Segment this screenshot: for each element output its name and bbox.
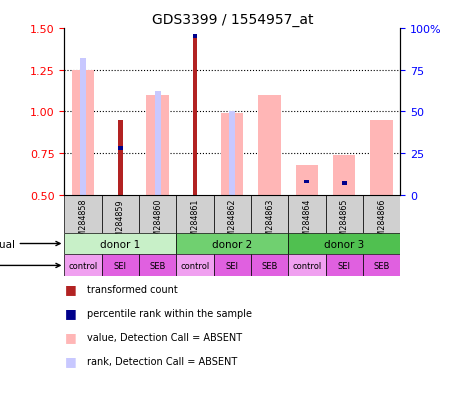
Text: ■: ■ — [64, 306, 76, 320]
Text: GSM284861: GSM284861 — [190, 199, 199, 247]
Text: donor 2: donor 2 — [212, 239, 252, 249]
Text: ■: ■ — [64, 282, 76, 296]
Text: donor 1: donor 1 — [100, 239, 140, 249]
Text: donor 3: donor 3 — [324, 239, 364, 249]
Bar — [154, 92, 161, 195]
FancyBboxPatch shape — [325, 195, 362, 233]
FancyBboxPatch shape — [288, 255, 325, 277]
FancyBboxPatch shape — [251, 255, 288, 277]
Text: SEI: SEI — [225, 261, 238, 270]
Bar — [229, 112, 235, 195]
Text: control: control — [180, 261, 209, 270]
Bar — [72, 71, 94, 195]
FancyBboxPatch shape — [101, 195, 139, 233]
Bar — [304, 180, 309, 184]
Text: SEI: SEI — [337, 261, 350, 270]
Text: GSM284864: GSM284864 — [302, 199, 311, 247]
FancyBboxPatch shape — [213, 255, 251, 277]
Text: GSM284859: GSM284859 — [116, 199, 124, 247]
Text: GSM284860: GSM284860 — [153, 199, 162, 247]
FancyBboxPatch shape — [362, 255, 399, 277]
Bar — [341, 182, 346, 186]
FancyBboxPatch shape — [176, 255, 213, 277]
Bar — [295, 166, 318, 195]
Text: control: control — [291, 261, 321, 270]
Text: percentile rank within the sample: percentile rank within the sample — [87, 308, 252, 318]
FancyBboxPatch shape — [64, 195, 101, 233]
FancyBboxPatch shape — [325, 255, 362, 277]
Text: rank, Detection Call = ABSENT: rank, Detection Call = ABSENT — [87, 356, 237, 366]
Bar — [258, 95, 280, 195]
Text: control: control — [68, 261, 97, 270]
Text: value, Detection Call = ABSENT: value, Detection Call = ABSENT — [87, 332, 242, 342]
FancyBboxPatch shape — [176, 195, 213, 233]
Bar — [118, 147, 123, 151]
Bar — [192, 36, 197, 195]
Text: GSM284862: GSM284862 — [227, 199, 236, 247]
Text: GSM284866: GSM284866 — [376, 199, 385, 247]
Bar — [146, 95, 168, 195]
Text: GSM284865: GSM284865 — [339, 199, 348, 247]
FancyBboxPatch shape — [288, 195, 325, 233]
Text: ■: ■ — [64, 354, 76, 368]
FancyBboxPatch shape — [101, 255, 139, 277]
Text: ■: ■ — [64, 330, 76, 344]
FancyBboxPatch shape — [64, 255, 101, 277]
FancyBboxPatch shape — [251, 195, 288, 233]
FancyBboxPatch shape — [139, 255, 176, 277]
Text: GSM284863: GSM284863 — [264, 199, 274, 247]
Text: SEI: SEI — [114, 261, 127, 270]
Text: individual: individual — [0, 239, 60, 249]
Bar — [192, 36, 197, 39]
Text: agent: agent — [0, 261, 60, 271]
Bar — [118, 121, 123, 195]
Bar — [221, 114, 243, 195]
Text: SEB: SEB — [149, 261, 166, 270]
Text: transformed count: transformed count — [87, 284, 178, 294]
Bar — [80, 59, 86, 195]
FancyBboxPatch shape — [288, 233, 399, 255]
FancyBboxPatch shape — [176, 233, 288, 255]
FancyBboxPatch shape — [64, 233, 176, 255]
Text: SEB: SEB — [373, 261, 389, 270]
Text: SEB: SEB — [261, 261, 277, 270]
FancyBboxPatch shape — [362, 195, 399, 233]
FancyBboxPatch shape — [139, 195, 176, 233]
Bar — [369, 121, 392, 195]
Bar — [332, 156, 355, 195]
FancyBboxPatch shape — [213, 195, 251, 233]
Title: GDS3399 / 1554957_at: GDS3399 / 1554957_at — [151, 12, 313, 26]
Text: GSM284858: GSM284858 — [78, 199, 87, 247]
